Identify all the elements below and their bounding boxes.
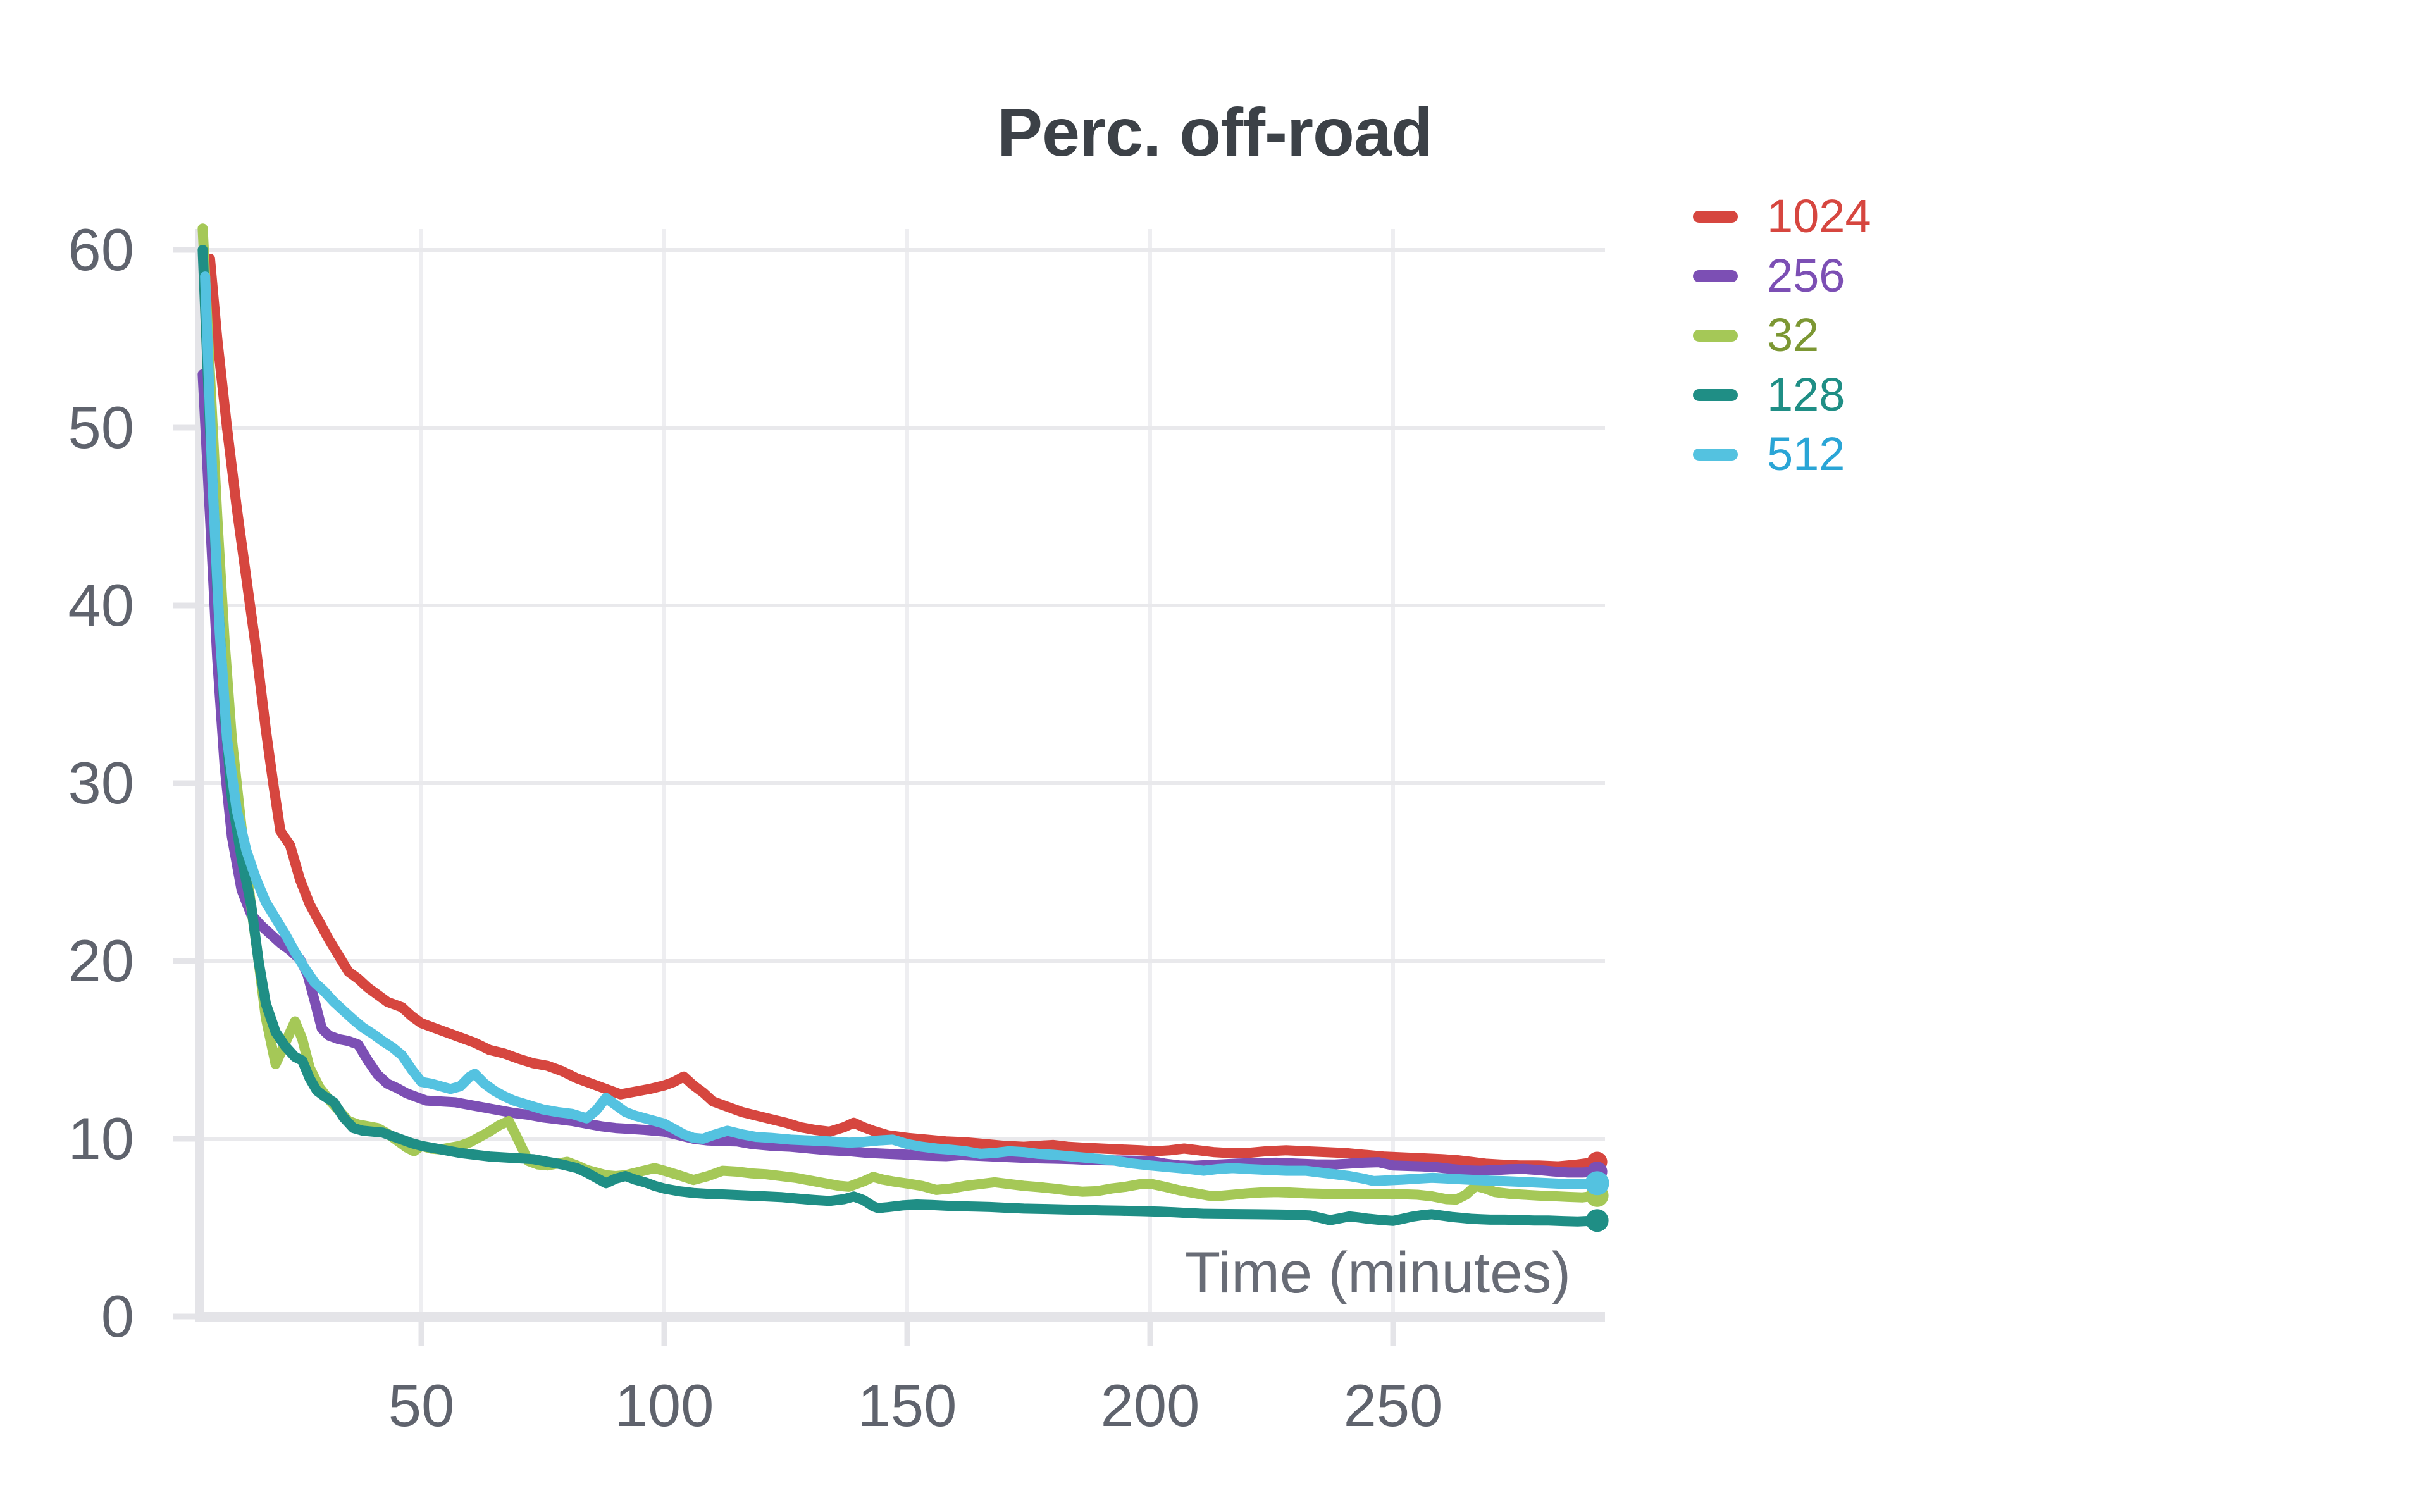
series-line-1024 [204,254,1602,1172]
y-tick-label: 50 [68,394,134,461]
endpoint-dot-512 [1585,1171,1609,1196]
series-line-128 [197,245,1602,1227]
x-tick-label: 100 [614,1372,714,1439]
legend-swatch-icon [1693,448,1738,461]
legend-label: 128 [1767,368,1845,421]
series-line-32 [197,223,1602,1205]
y-tick-label: 60 [68,216,134,283]
x-tick-label: 50 [388,1372,455,1439]
legend-swatch-icon [1693,270,1738,282]
legend-label: 1024 [1767,190,1871,242]
legend-label: 32 [1767,309,1819,361]
legend-item: 256 [1693,246,1871,306]
y-axis-spine [195,229,204,1321]
legend-item: 1024 [1693,187,1871,246]
legend-swatch-icon [1693,388,1738,401]
x-axis-label: Time (minutes) [1185,1241,1571,1305]
legend: 1024 256 32 128 512 [1693,187,1871,484]
x-tick-label: 150 [857,1372,957,1439]
x-tick-label: 250 [1343,1372,1443,1439]
y-tick-label: 10 [68,1105,134,1172]
legend-item: 128 [1693,365,1871,424]
x-tick-label: 200 [1100,1372,1200,1439]
legend-label: 256 [1767,249,1845,302]
x-axis-spine [195,1312,1605,1322]
y-tick-label: 40 [68,572,134,638]
y-tick-label: 30 [68,750,134,816]
legend-label: 512 [1767,428,1845,480]
legend-swatch-icon [1693,329,1738,342]
y-tick-label: 0 [101,1283,134,1349]
series-line-512 [200,271,1602,1189]
endpoint-dot-128 [1585,1209,1609,1232]
series-line-256 [197,369,1602,1178]
chart-title: Perc. off-road [996,94,1433,170]
y-tick-label: 20 [68,927,134,994]
legend-swatch-icon [1693,210,1738,223]
legend-item: 32 [1693,306,1871,365]
legend-item: 512 [1693,424,1871,484]
